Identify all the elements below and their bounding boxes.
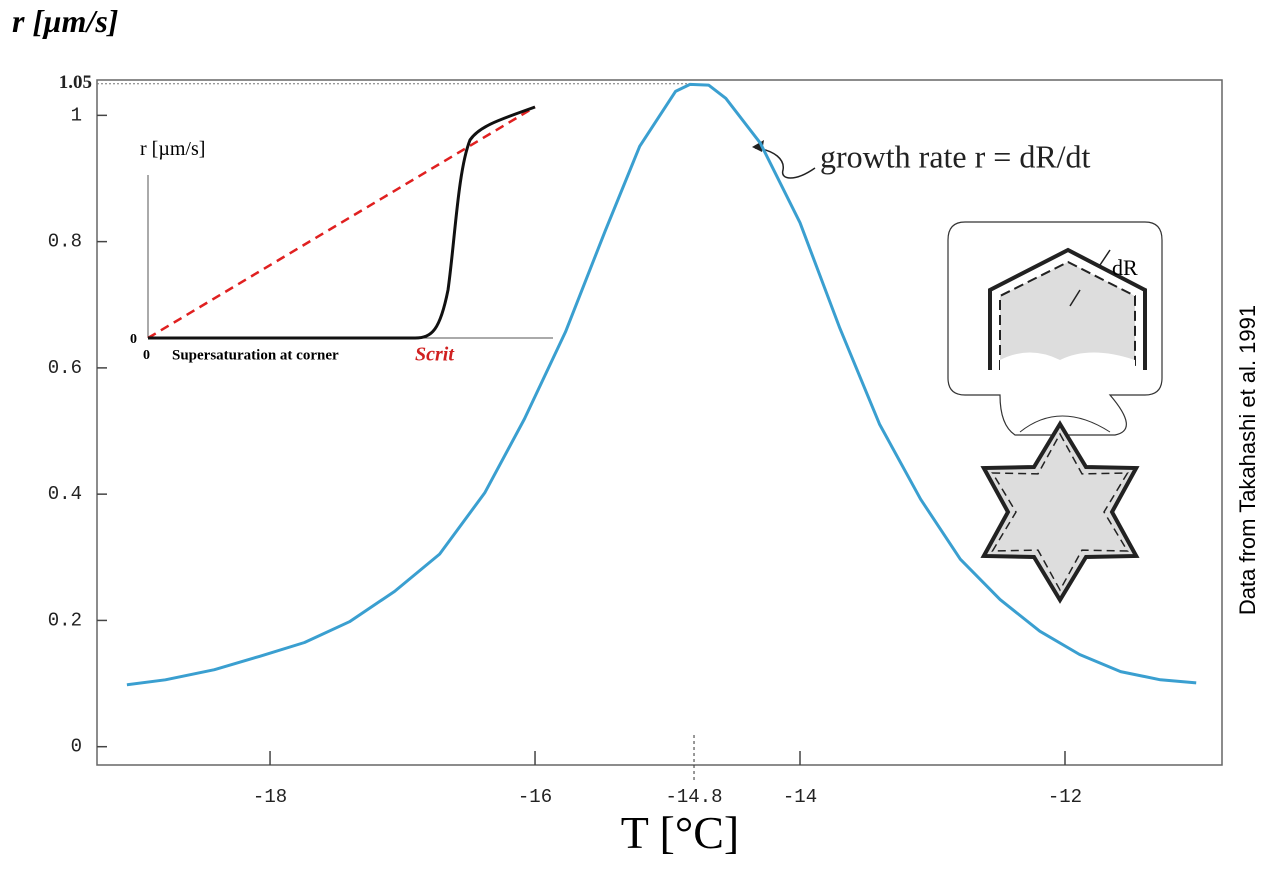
callout-neck — [1019, 415, 1111, 433]
dr-arrow — [1099, 249, 1111, 266]
y-tick-label: 0.4 — [48, 483, 82, 505]
y-axis-label: r [µm/s] — [12, 3, 118, 39]
diagram-label: dR — [1112, 255, 1138, 280]
plot-frame — [96, 79, 1223, 766]
y-tick-label: 0.2 — [48, 609, 82, 631]
snowflake-inner — [991, 432, 1129, 592]
inset-origin-y: 0 — [130, 332, 137, 347]
x-axis-label: T [°C] — [621, 807, 739, 858]
inset-x-marker: Scrit — [415, 344, 455, 366]
y-tick-label: 0.6 — [48, 357, 82, 379]
dr-arrow — [1069, 289, 1081, 307]
x-tick-label: -16 — [518, 786, 552, 808]
inset-curve — [148, 105, 536, 340]
y-tick-label: 1 — [71, 104, 82, 126]
outer-edge — [988, 247, 1147, 370]
cutaway — [1000, 352, 1135, 372]
x-tick-label: -18 — [253, 786, 287, 808]
annotation: growth rate r = dR/dt — [820, 138, 1091, 174]
inset-origin-x: 0 — [143, 348, 150, 363]
snowflake-diagram: dR — [947, 221, 1163, 604]
growth-curve — [126, 82, 1197, 687]
annotation-arrow — [754, 147, 816, 179]
y-tick-label: 1.05 — [59, 72, 92, 93]
inset-linear-line — [147, 105, 536, 340]
y-tick-label: 0.8 — [48, 231, 82, 253]
snowflake — [980, 420, 1140, 604]
source-note: Data from Takahashi et al. 1991 — [1235, 305, 1260, 615]
inset: r [µm/s] 0 0 Supersaturation at corner S… — [130, 105, 553, 366]
inset-x-label: Supersaturation at corner — [172, 347, 339, 363]
inner-edge — [999, 260, 1136, 370]
x-tick-label: -14.8 — [666, 786, 723, 808]
x-tick-label: -14 — [783, 786, 817, 808]
inset-y-label: r [µm/s] — [140, 138, 205, 160]
y-tick-label: 0 — [71, 736, 82, 758]
x-tick-label: -12 — [1048, 786, 1082, 808]
